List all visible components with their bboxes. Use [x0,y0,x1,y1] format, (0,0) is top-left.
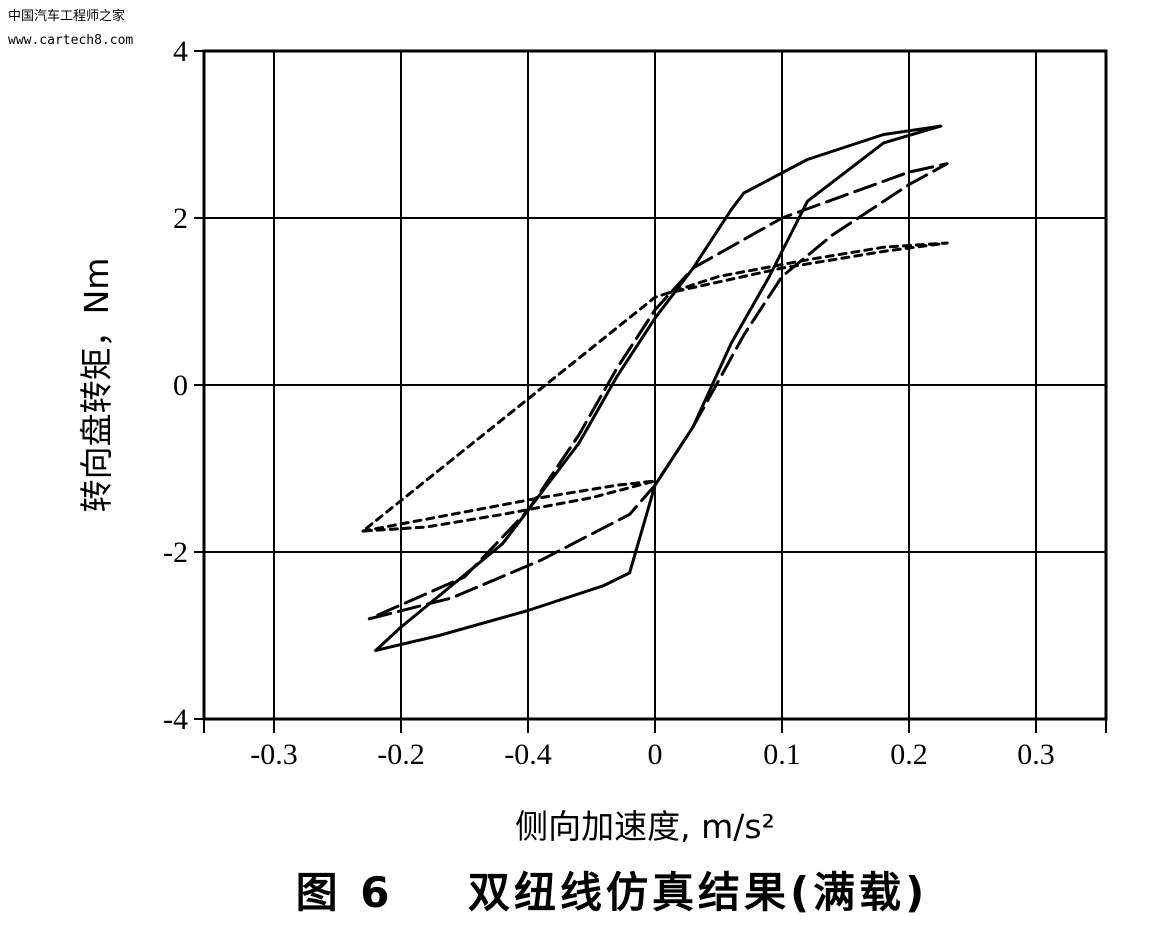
x-axis-ticks: -0.3 -0.2 -0.4 0 0.1 0.2 0.3 [203,719,1107,771]
y-tick-label: 4 [173,35,188,68]
x-tick-label: 0.3 [1017,738,1055,771]
grid [204,51,1106,719]
y-tick-label: 2 [173,202,188,235]
y-tick-label: -4 [163,703,188,736]
watermark: 中国汽车工程师之家 www.cartech8.com [8,8,133,48]
x-tick-label: -0.2 [377,738,425,771]
series-line-dotted [361,241,949,533]
x-tick-label: 0.2 [890,738,928,771]
series-layer [361,124,949,652]
series-line-solid [374,124,943,652]
y-tick-label: -2 [163,536,188,569]
y-axis-title: 转向盘转矩，Nm [77,258,116,513]
y-tick-label: 0 [173,369,188,402]
x-tick-label: -0.4 [504,738,552,771]
x-tick-label: 0.1 [763,738,801,771]
series-line-dashed [367,162,949,621]
y-axis-ticks: 4 2 0 -2 -4 [163,35,204,736]
x-tick-label: 0 [648,738,663,771]
watermark-line1: 中国汽车工程师之家 [8,8,125,24]
x-tick-label: -0.3 [250,738,298,771]
figure-caption: 图 6 双纽线仿真结果(满载) [296,868,929,917]
x-axis-title: 侧向加速度, m/s² [515,807,775,846]
watermark-line2: www.cartech8.com [8,33,133,48]
